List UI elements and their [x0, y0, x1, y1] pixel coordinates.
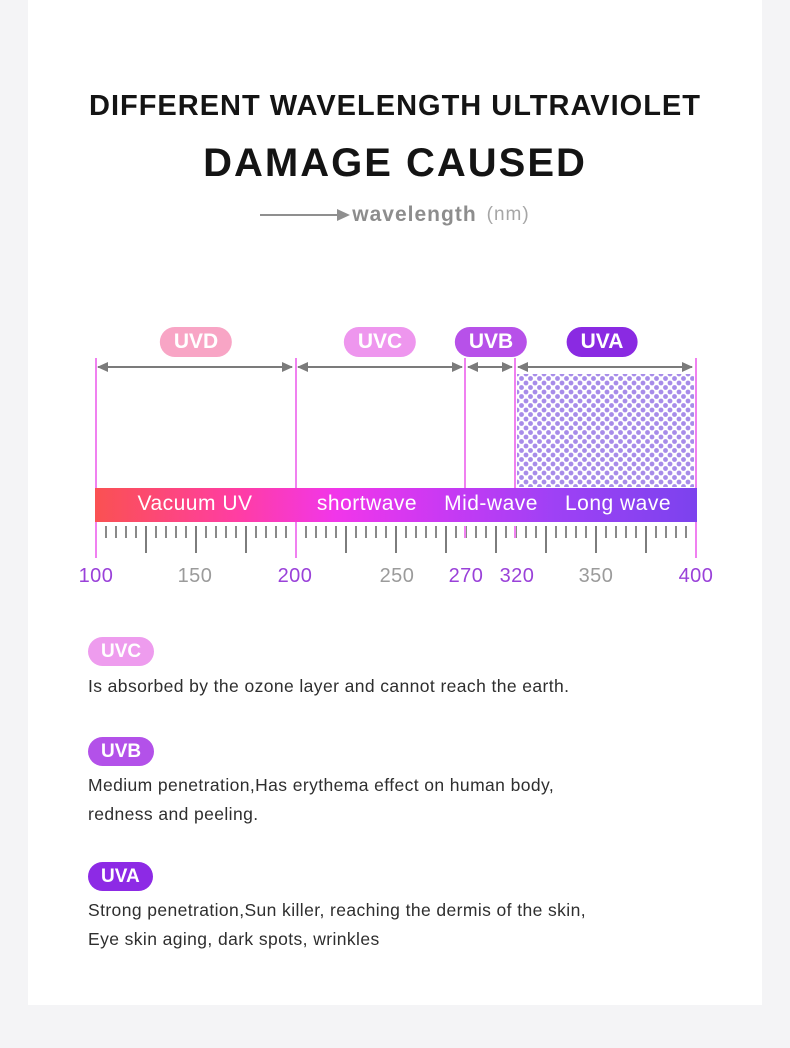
boundary-line-320nm — [514, 358, 516, 488]
wavelength-unit: (nm) — [486, 204, 530, 225]
range-arrow-uvb — [467, 362, 513, 372]
bar-label-mid-wave: Mid-wave — [444, 492, 538, 515]
right-arrow-icon — [260, 209, 351, 221]
wavelength-label: wavelength — [352, 203, 477, 226]
ruler-pink-tick-270nm — [464, 526, 466, 538]
tick-label-400: 400 — [678, 565, 714, 587]
ruler-guide-200nm — [295, 522, 297, 558]
bar-label-long-wave: Long wave — [564, 492, 672, 515]
range-arrow-uva — [517, 362, 693, 372]
ruler-guide-100nm — [95, 522, 97, 558]
page-subtitle: DAMAGE CAUSED — [203, 141, 587, 185]
bar-label-vacuum-uv: Vacuum UV — [137, 492, 253, 515]
band-pill-uvb: UVB — [454, 327, 528, 357]
ruler — [95, 526, 698, 556]
tick-label-270: 270 — [448, 565, 484, 587]
section-badge-uvc: UVC — [88, 637, 155, 666]
band-pill-uvc: UVC — [343, 327, 417, 357]
page-title: DIFFERENT WAVELENGTH ULTRAVIOLET — [89, 90, 701, 122]
wavelength-axis-caption: wavelength (nm) — [0, 200, 790, 230]
section-text-uvb-line2: redness and peeling. — [88, 804, 259, 824]
range-arrow-uvc — [297, 362, 463, 372]
section-text-uvb-line1: Medium penetration,Has erythema effect o… — [88, 775, 555, 795]
section-badge-uva: UVA — [88, 862, 153, 891]
boundary-line-200nm — [295, 358, 297, 488]
tick-label-100: 100 — [78, 565, 114, 587]
boundary-line-100nm — [95, 358, 97, 488]
section-text-uva-line2: Eye skin aging, dark spots, wrinkles — [88, 929, 380, 949]
tick-label-350: 350 — [578, 565, 614, 587]
boundary-line-270nm — [464, 358, 466, 488]
band-pill-uva: UVA — [566, 327, 638, 357]
boundary-line-400nm — [695, 358, 697, 488]
section-badge-uvb: UVB — [88, 737, 155, 766]
uva-dot-pattern — [517, 374, 694, 487]
tick-label-320: 320 — [499, 565, 535, 587]
range-arrow-uvd — [97, 362, 293, 372]
section-text-uvc-line1: Is absorbed by the ozone layer and canno… — [88, 676, 570, 696]
ruler-pink-tick-320nm — [514, 526, 516, 538]
tick-label-200: 200 — [277, 565, 313, 587]
tick-label-150: 150 — [177, 565, 213, 587]
tick-label-250: 250 — [379, 565, 415, 587]
section-text-uva-line1: Strong penetration,Sun killer, reaching … — [88, 900, 586, 920]
ruler-guide-400nm — [695, 522, 697, 558]
spectrum-bar: Vacuum UV shortwave Mid-wave Long wave — [95, 488, 697, 522]
bar-label-shortwave: shortwave — [316, 492, 418, 515]
band-pill-uvd: UVD — [159, 327, 233, 357]
